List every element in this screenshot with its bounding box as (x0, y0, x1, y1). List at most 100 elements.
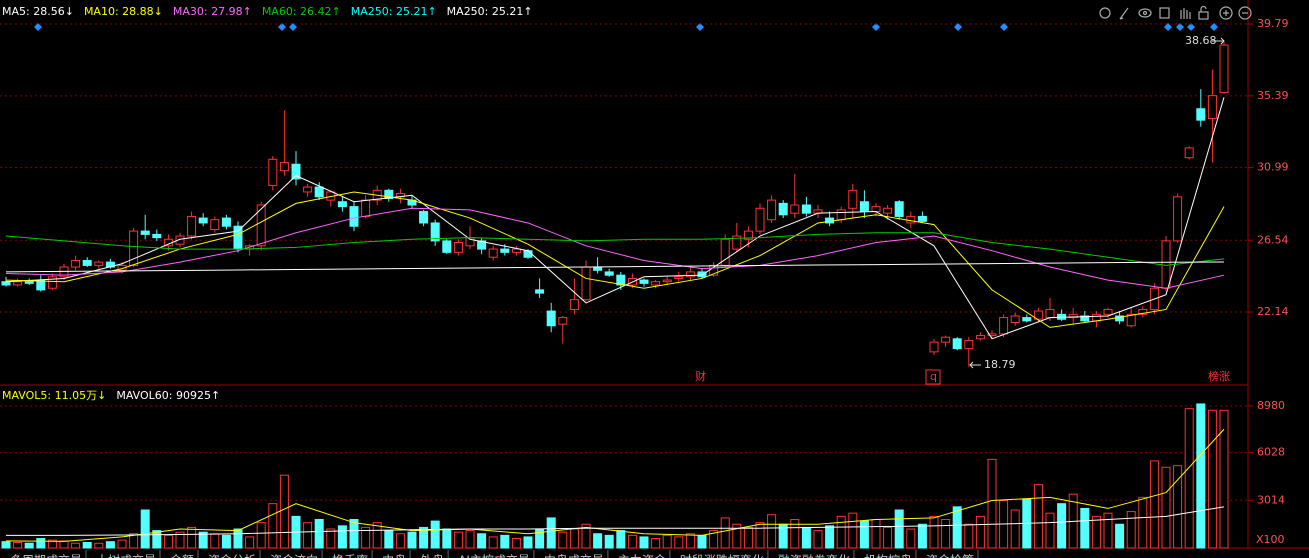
tab[interactable]: 内盘 (382, 553, 406, 558)
y-tick-label: 39.79 (1257, 17, 1289, 30)
legend-item: MA60: 26.42↑ (262, 5, 341, 18)
low-label: 18.79 (984, 358, 1016, 371)
y-tick-label: 22.14 (1257, 305, 1289, 318)
volume-bar (372, 522, 382, 549)
volume-bar (1057, 503, 1067, 549)
candle-body (801, 204, 811, 214)
tab[interactable]: 金额 (170, 553, 194, 558)
candle-body (1103, 308, 1113, 315)
candle-body (859, 201, 869, 213)
volume-bar (662, 534, 672, 549)
volume-bar (917, 523, 927, 549)
candle-body (1080, 315, 1090, 322)
tab[interactable]: 外盘 (420, 553, 444, 558)
volume-bar (859, 520, 869, 549)
tab[interactable]: 主力资金 (618, 553, 666, 558)
candle-body (941, 336, 951, 343)
volume-bar (47, 539, 57, 549)
legend-item: MA10: 28.88↓ (84, 5, 163, 18)
legend-item: MA5: 28.56↓ (2, 5, 74, 18)
candle-body (198, 217, 208, 224)
candle-body (697, 271, 707, 278)
tab[interactable]: 内盘成交量 (544, 553, 604, 558)
candle-body (848, 189, 858, 209)
candle-body (500, 248, 510, 253)
volume-bar (94, 542, 104, 549)
volume-bar (465, 530, 475, 549)
volume-bar (163, 534, 173, 549)
volume-bar (140, 509, 150, 549)
volume-bar (627, 534, 637, 549)
y-tick-label: 8980 (1257, 399, 1285, 412)
tab[interactable]: 机构控盘 (864, 553, 912, 558)
y-tick-label: 30.99 (1257, 161, 1289, 174)
candle-body (477, 240, 487, 250)
ma-line (5, 191, 1225, 328)
volume-bar (1126, 511, 1136, 549)
legend-item: MAVOL60: 90925↑ (116, 389, 220, 402)
candle-body (662, 279, 672, 283)
ma-legend: MA5: 28.56↓ MA10: 28.88↓ MA30: 27.98↑ MA60:… (2, 5, 533, 18)
volume-bar (720, 517, 730, 549)
candle-body (1184, 147, 1194, 159)
y-tick-label: 35.39 (1257, 89, 1289, 102)
volume-bar (732, 523, 742, 549)
rank-marker: 榜涨 (1208, 369, 1230, 383)
tab[interactable]: 资金分析 (208, 553, 256, 558)
volume-bar (279, 474, 289, 549)
candle-body (1219, 44, 1229, 93)
candle-body (778, 202, 788, 216)
volume-bar (1207, 409, 1217, 549)
volume-bar (523, 536, 533, 549)
tab[interactable]: 时段涨跌幅变化 (680, 553, 764, 558)
volume-bar (198, 531, 208, 549)
volume-bar (500, 534, 510, 549)
volume-bar (1033, 484, 1043, 549)
volume-bar (1161, 466, 1171, 549)
candle-body (1068, 313, 1078, 319)
volume-bar (604, 534, 614, 549)
volume-bar (221, 534, 231, 549)
tab[interactable]: 资金抢筹 (926, 553, 974, 558)
volume-bar (836, 515, 846, 549)
volume-bar (790, 519, 800, 549)
volume-bar (152, 530, 162, 549)
candle-body (210, 219, 220, 230)
volume-bar (616, 530, 626, 549)
candle-body (883, 207, 893, 214)
candle-body (929, 341, 939, 353)
tab[interactable]: 多周期成交量 (10, 553, 82, 558)
volume-bar (697, 534, 707, 549)
y-tick-label: 6028 (1257, 446, 1285, 459)
volume-bar (314, 519, 324, 549)
candle-body (1173, 196, 1183, 242)
candle-body (349, 206, 359, 227)
candle-body (964, 339, 974, 350)
candle-body (1033, 310, 1043, 320)
candle-body (917, 215, 927, 222)
volume-bar (488, 536, 498, 549)
tab[interactable]: 资金流向 (270, 553, 318, 558)
volume-bar (1045, 512, 1055, 549)
tab[interactable]: AI主控成交量 (458, 553, 530, 558)
volume-bar (685, 533, 695, 549)
candle-body (558, 317, 568, 325)
toolbar-icons[interactable] (1099, 5, 1252, 20)
tab[interactable]: 换手率 (332, 553, 368, 558)
volume-bar (384, 530, 394, 549)
candle-body (430, 222, 440, 242)
candle-body (140, 230, 150, 235)
volume-bar (941, 519, 951, 549)
ma-line (5, 97, 1225, 340)
volume-bar (1173, 465, 1183, 549)
ma-line (5, 207, 1225, 289)
volume-bar (105, 541, 115, 549)
volume-bar (1184, 408, 1194, 549)
volume-bar (175, 531, 185, 549)
candle-body (511, 248, 521, 253)
tab[interactable]: 大树成交量 (96, 553, 156, 558)
volume-bar (1103, 512, 1113, 549)
high-label: 38.68 (1185, 34, 1217, 47)
candle-body (82, 259, 92, 266)
tab[interactable]: 融资融券变化 (778, 553, 850, 558)
